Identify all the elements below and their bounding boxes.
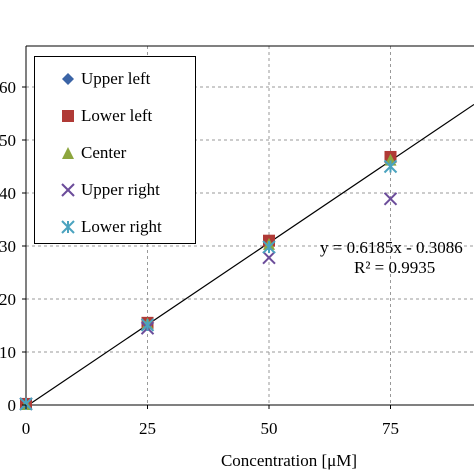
y-tick-label: 60 <box>0 78 16 97</box>
y-tick-label: 0 <box>8 396 17 415</box>
r-squared-label: R² = 0.9935 <box>354 258 436 277</box>
x-tick-label: 25 <box>139 419 156 438</box>
trendline <box>25 103 474 408</box>
legend-label: Lower left <box>81 106 153 125</box>
legend-label: Upper left <box>81 69 151 88</box>
diamond-marker-icon <box>62 73 74 85</box>
legend-label: Upper right <box>81 180 160 199</box>
y-tick-label: 50 <box>0 131 16 150</box>
data-point-lower-right <box>140 318 155 332</box>
trendline-line <box>25 103 474 408</box>
x-tick-label: 75 <box>382 419 399 438</box>
plot-area-frame <box>25 45 474 406</box>
star-marker-icon <box>61 220 75 234</box>
y-tick-label: 30 <box>0 237 16 256</box>
square-marker-icon <box>62 110 74 122</box>
legend-item-center: Center <box>59 143 126 163</box>
x-axis-label: Concentration [μM] <box>221 451 357 470</box>
data-point-stroke <box>262 250 276 265</box>
trendline-equation: y = 0.6185x - 0.3086 <box>320 238 463 257</box>
data-point-upper-right <box>262 250 276 265</box>
x-marker-icon <box>61 183 75 197</box>
triangle-marker-icon <box>62 147 74 159</box>
data-point-lower-right <box>262 240 276 254</box>
legend-item-lower-right: Lower right <box>59 217 162 237</box>
legend-label: Lower right <box>81 217 162 236</box>
x-tick-label: 0 <box>22 419 31 438</box>
legend: Upper left Lower left Center Upper right… <box>34 56 196 244</box>
y-tick-labels: 0 10 20 30 40 50 60 <box>0 78 26 415</box>
data-point-upper-right <box>383 192 398 206</box>
y-tick-label: 40 <box>0 184 16 203</box>
data-point-lower-right <box>383 159 398 174</box>
data-point-stroke <box>383 192 398 206</box>
y-tick-label: 20 <box>0 290 16 309</box>
x-tick-labels: 0 25 50 75 <box>22 405 399 438</box>
y-tick-label: 10 <box>0 343 16 362</box>
legend-item-lower-left: Lower left <box>59 106 152 126</box>
data-points <box>19 150 398 411</box>
legend-label: Center <box>81 143 127 162</box>
x-tick-label: 50 <box>261 419 278 438</box>
legend-item-upper-right: Upper right <box>59 180 160 200</box>
legend-item-upper-left: Upper left <box>59 69 150 89</box>
